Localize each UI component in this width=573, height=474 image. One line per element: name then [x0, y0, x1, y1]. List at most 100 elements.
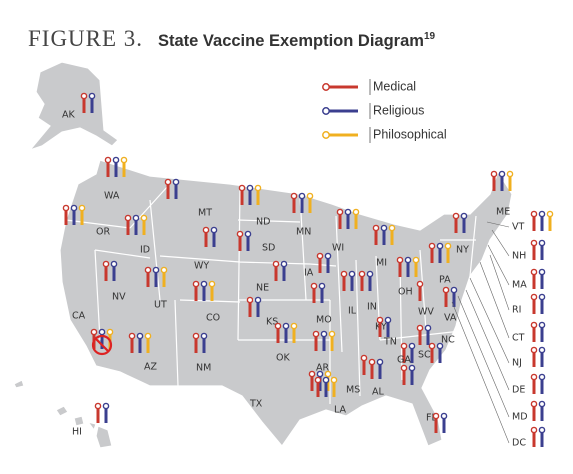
exemption-icon-head	[376, 358, 384, 366]
exemption-icon-head	[120, 156, 128, 164]
state-label: WA	[104, 191, 120, 202]
state-label: NV	[112, 292, 126, 303]
exemption-icon-head	[144, 332, 152, 340]
exemption-icon-head	[272, 260, 280, 268]
state-label: IN	[367, 302, 377, 313]
exemption-icon-head	[254, 296, 262, 304]
exemption-icon-head	[306, 192, 314, 200]
exemption-icon-head	[530, 293, 538, 301]
exemption-icon-head	[192, 332, 200, 340]
exemption-icon-head	[282, 322, 290, 330]
exemption-icon-head	[62, 204, 70, 212]
exemption-icon-head	[352, 208, 360, 216]
state-label: NM	[196, 363, 211, 374]
exemption-icon-head	[460, 212, 468, 220]
exemption-icon-head	[312, 330, 320, 338]
exemption-icon-head	[376, 316, 384, 324]
exemption-icon-head	[310, 282, 318, 290]
exemption-icon-head	[368, 358, 376, 366]
state-label: UT	[154, 300, 167, 311]
exemption-icon-head	[314, 376, 322, 384]
exemption-icon-head	[172, 178, 180, 186]
exemption-icon-head	[102, 402, 110, 410]
figure-number: FIGURE 3.	[28, 26, 143, 51]
exemption-icon-head	[238, 184, 246, 192]
state-label: AK	[62, 110, 75, 121]
exemption-icon-head	[102, 260, 110, 268]
prohibited-slash	[95, 338, 109, 352]
state-label: MT	[198, 208, 212, 219]
legend-label: Medical	[373, 79, 416, 93]
leader-line	[465, 289, 510, 391]
state-label: KS	[266, 317, 278, 328]
exemption-icon-head	[290, 192, 298, 200]
state-label: OH	[398, 287, 413, 298]
state-label: MI	[376, 258, 387, 269]
state-label: NE	[256, 283, 269, 294]
state-label: TN	[383, 337, 397, 348]
state-label: SD	[262, 243, 275, 254]
exemption-icon-head	[200, 280, 208, 288]
state-label: MN	[296, 227, 311, 238]
exemption-icon-head	[530, 210, 538, 218]
exemption-icon-head	[330, 376, 338, 384]
title-superscript: 19	[424, 31, 436, 42]
state-label: DC	[512, 438, 526, 449]
prohibited-symbol	[91, 334, 113, 356]
exemption-icon-head	[164, 178, 172, 186]
legend-syringe-end	[322, 131, 330, 139]
state-label: SC	[418, 350, 431, 361]
state-label: IA	[304, 268, 314, 279]
exemption-icon-head	[530, 400, 538, 408]
exemption-icon-head	[210, 226, 218, 234]
exemption-icon-head	[80, 92, 88, 100]
exemption-icon-head	[452, 212, 460, 220]
exemption-icon-head	[506, 170, 514, 178]
state-label: ND	[256, 217, 270, 228]
exemption-icon-head	[538, 426, 546, 434]
exemption-icon-head	[140, 214, 148, 222]
state-label: LA	[334, 405, 347, 416]
exemption-icon-head	[128, 332, 136, 340]
exemption-icon-head	[372, 224, 380, 232]
exemption-icon-head	[94, 402, 102, 410]
legend-label: Religious	[373, 103, 424, 117]
exemption-icon-head	[208, 280, 216, 288]
state-label: FL	[426, 413, 437, 424]
exemption-icon-head	[344, 208, 352, 216]
leader-line	[491, 229, 510, 257]
leader-line	[486, 221, 510, 228]
exemption-icon-head	[396, 256, 404, 264]
map	[13, 61, 513, 449]
exemption-icon-head	[348, 270, 356, 278]
state-label: ME	[496, 207, 510, 218]
exemption-icon-head	[322, 376, 330, 384]
lower-48-shape	[59, 159, 513, 447]
exemption-icon-head	[200, 332, 208, 340]
state-label: WI	[332, 243, 344, 254]
exemption-icon-head	[530, 426, 538, 434]
exemption-icon-head	[546, 210, 554, 218]
exemption-icon-head	[538, 373, 546, 381]
state-label: RI	[512, 305, 521, 316]
state-label: NY	[456, 245, 469, 256]
exemption-icon-head	[246, 184, 254, 192]
state-label: AR	[316, 363, 329, 374]
exemption-icon-head	[360, 354, 368, 362]
exemption-icon-head	[440, 412, 448, 420]
exemption-icon-head	[530, 268, 538, 276]
exemption-icon-head	[328, 330, 336, 338]
legend: Medical Religious Philosophical	[322, 79, 447, 143]
exemption-icon-head	[384, 316, 392, 324]
exemption-icon-head	[388, 224, 396, 232]
state-label: OR	[96, 227, 110, 238]
state-label: MO	[316, 315, 332, 326]
exemption-icon-head	[110, 260, 118, 268]
state-label: CA	[72, 311, 86, 322]
exemption-icon-head	[442, 286, 450, 294]
exemption-icon-head	[246, 296, 254, 304]
state-label: NC	[441, 335, 455, 346]
exemption-icon-head	[538, 346, 546, 354]
exemption-icon-head	[104, 156, 112, 164]
